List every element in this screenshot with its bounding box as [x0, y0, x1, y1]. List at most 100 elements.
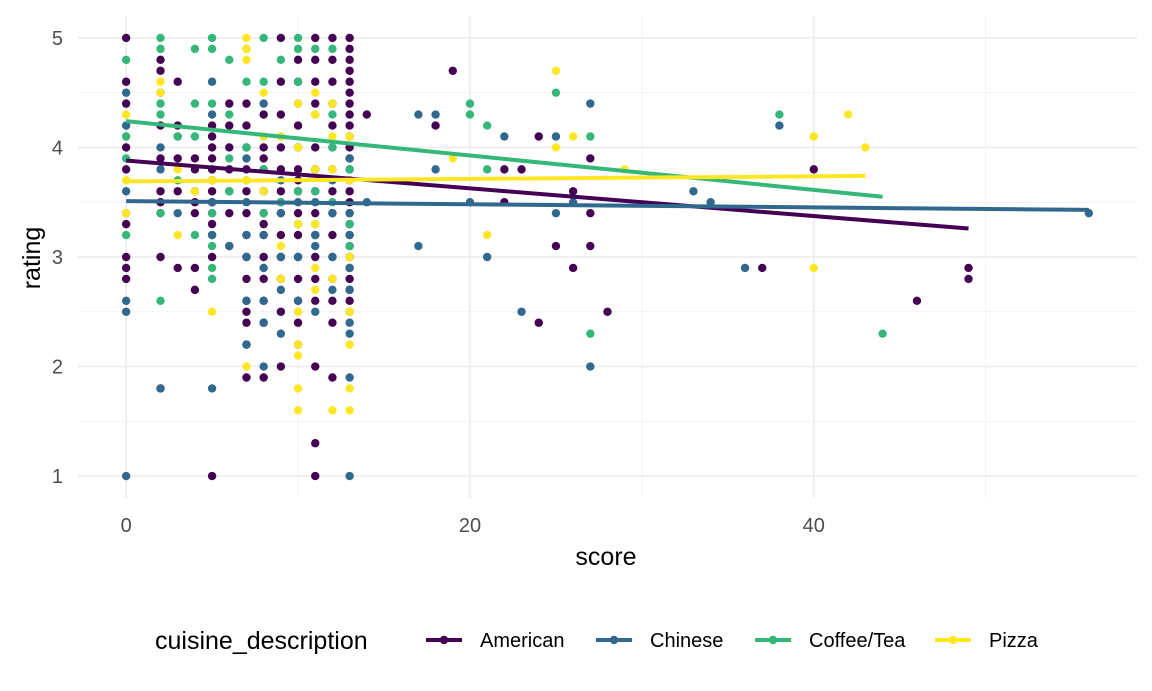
point-american	[345, 77, 354, 86]
point-american	[121, 219, 131, 229]
point-chinese	[293, 296, 303, 306]
point-pizza	[345, 340, 354, 349]
point-coffee-tea	[207, 241, 217, 251]
point-american	[276, 187, 286, 196]
point-coffee-tea	[345, 241, 354, 251]
point-american	[242, 274, 251, 284]
point-american	[311, 55, 320, 65]
point-american	[345, 110, 354, 119]
point-american	[568, 187, 578, 196]
point-coffee-tea	[156, 99, 165, 108]
point-american	[259, 154, 268, 163]
point-chinese	[345, 329, 354, 338]
point-pizza	[861, 143, 870, 152]
point-american	[242, 187, 251, 196]
point-american	[328, 33, 337, 43]
legend-key-point	[609, 635, 619, 645]
point-chinese	[740, 263, 750, 273]
point-pizza	[121, 208, 131, 218]
point-pizza	[843, 110, 853, 119]
point-american	[534, 132, 543, 141]
point-american	[345, 88, 354, 97]
point-american	[568, 263, 578, 273]
point-coffee-tea	[207, 274, 217, 284]
point-american	[156, 187, 165, 196]
point-american	[207, 219, 217, 229]
legend-item-chinese: Chinese	[596, 630, 723, 652]
point-chinese	[328, 285, 337, 295]
point-chinese	[586, 99, 595, 108]
point-coffee-tea	[156, 44, 165, 54]
point-chinese	[121, 471, 131, 481]
point-pizza	[809, 263, 818, 273]
point-american	[311, 296, 320, 306]
legend-key-point	[439, 635, 449, 645]
legend-label: Pizza	[989, 630, 1039, 652]
point-chinese	[345, 471, 354, 481]
point-american	[328, 296, 337, 306]
point-pizza	[448, 154, 457, 163]
point-american	[328, 121, 337, 130]
point-pizza	[293, 340, 303, 349]
point-coffee-tea	[465, 99, 475, 108]
point-pizza	[311, 285, 320, 295]
point-american	[207, 471, 217, 481]
point-chinese	[121, 121, 131, 130]
point-american	[964, 274, 973, 284]
point-chinese	[345, 263, 354, 273]
point-pizza	[156, 88, 165, 97]
point-chinese	[551, 132, 561, 141]
y-axis-ticks: 1 2 3 4 5	[52, 28, 63, 488]
point-chinese	[242, 230, 251, 240]
point-chinese	[242, 154, 251, 163]
point-american	[121, 77, 131, 86]
point-coffee-tea	[207, 99, 217, 108]
point-coffee-tea	[225, 110, 234, 119]
legend-item-american: American	[426, 630, 564, 652]
point-american	[259, 143, 268, 152]
y-tick-label: 1	[52, 466, 63, 488]
point-american	[121, 33, 131, 43]
point-pizza	[242, 33, 251, 43]
point-pizza	[568, 132, 578, 141]
y-tick-label: 4	[52, 137, 63, 159]
point-coffee-tea	[207, 33, 217, 43]
point-pizza	[207, 307, 217, 316]
point-coffee-tea	[482, 165, 492, 174]
point-american	[809, 165, 818, 174]
point-american	[121, 165, 131, 174]
point-pizza	[173, 230, 182, 240]
point-pizza	[293, 351, 303, 360]
point-chinese	[311, 307, 320, 316]
point-coffee-tea	[293, 77, 303, 86]
point-american	[328, 373, 337, 382]
point-chinese	[706, 198, 715, 207]
point-american	[276, 110, 286, 119]
point-chinese	[551, 208, 561, 218]
point-american	[156, 252, 165, 262]
point-american	[207, 143, 217, 152]
point-chinese	[293, 252, 303, 262]
point-american	[345, 274, 354, 284]
x-tick-label: 40	[803, 515, 825, 537]
point-coffee-tea	[190, 44, 200, 54]
point-american	[345, 187, 354, 196]
point-pizza	[311, 88, 320, 97]
point-chinese	[414, 110, 423, 119]
point-american	[190, 263, 200, 273]
point-coffee-tea	[878, 329, 887, 338]
point-american	[311, 471, 320, 481]
point-coffee-tea	[465, 110, 475, 119]
legend-item-pizza: Pizza	[935, 630, 1039, 652]
trend-line-american	[125, 158, 969, 231]
point-pizza	[259, 187, 268, 196]
point-american	[603, 307, 612, 316]
point-coffee-tea	[345, 165, 354, 174]
point-coffee-tea	[586, 132, 595, 141]
point-american	[586, 154, 595, 163]
point-chinese	[775, 121, 784, 130]
point-coffee-tea	[207, 208, 217, 218]
point-american	[156, 55, 165, 65]
point-pizza	[311, 219, 320, 229]
point-coffee-tea	[345, 219, 354, 229]
